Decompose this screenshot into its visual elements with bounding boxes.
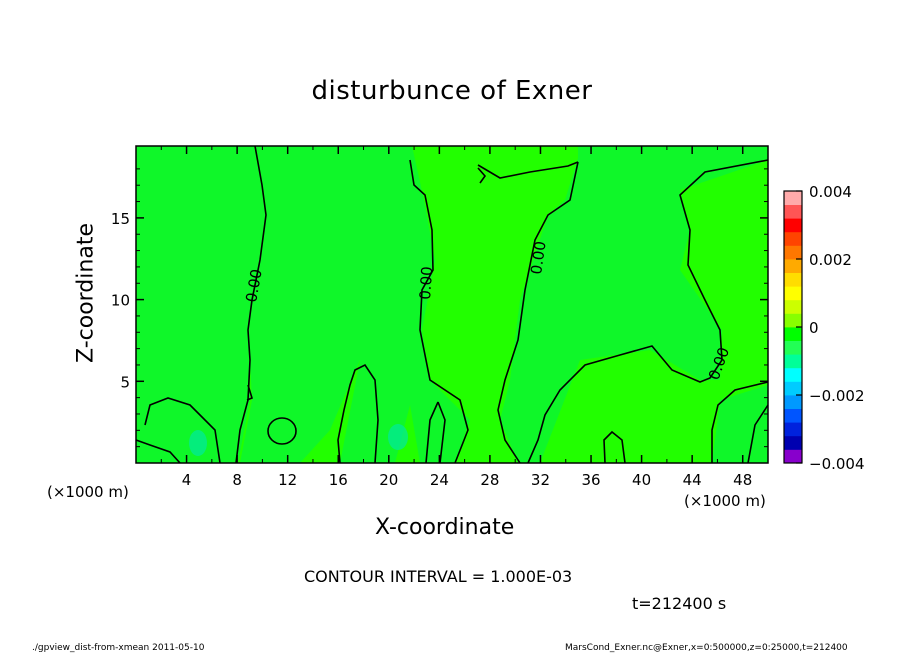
negative-blob-2: [388, 424, 408, 450]
contour-label-2: 0.00: [416, 266, 436, 301]
colorbar-swatch: [784, 299, 802, 314]
contour-line-11: [337, 363, 379, 464]
contour-line-10: [144, 397, 221, 464]
x-tick-label: 40: [632, 471, 651, 489]
colorbar-swatch: [784, 367, 802, 382]
colorbar-swatch: [784, 231, 802, 246]
contour-line-14: [246, 384, 253, 401]
contour-line-3: [425, 401, 446, 464]
x-tick-label: 36: [581, 471, 600, 489]
footer-left: ./gpview_dist-from-xmean 2011-05-10: [32, 643, 205, 653]
colorbar-swatch: [784, 449, 802, 464]
plot-frame: [135, 145, 769, 464]
contour-line-9: [135, 439, 181, 464]
colorbar-swatch: [784, 327, 802, 341]
colorbar-tick-label: −0.002: [809, 387, 865, 405]
contour-line-7: [711, 381, 769, 463]
time-label: t=212400 s: [632, 594, 727, 613]
contour-line-2: [409, 159, 469, 464]
colorbar-swatch: [784, 272, 802, 287]
colorbar-swatch: [784, 395, 802, 409]
contour-interval-label: CONTOUR INTERVAL = 1.000E-03: [304, 567, 573, 586]
contour-line-4: [477, 161, 579, 179]
colorbar-swatch: [784, 218, 802, 233]
x-tick-label: 8: [232, 471, 242, 489]
colorbar-swatch: [784, 354, 802, 369]
x-tick-label: 16: [329, 471, 348, 489]
x-tick-label: 4: [182, 471, 192, 489]
colorbar-tick-label: 0: [809, 319, 819, 337]
contour-line-8: [747, 404, 769, 464]
colorbar-swatch: [784, 435, 802, 450]
region-bottom-right-zero: [712, 385, 768, 463]
chart-title: disturbunce of Exner: [311, 76, 593, 106]
region-center-zero: [240, 146, 470, 463]
x-unit-label-right: (×1000 m): [684, 492, 766, 510]
colorbar-swatch: [784, 259, 802, 273]
colorbar-swatch: [784, 340, 802, 355]
y-tick-label: 10: [111, 292, 130, 310]
contour-label-3: 0.00: [527, 240, 549, 276]
colorbar-swatch: [784, 191, 802, 205]
contour-line-5: [497, 161, 579, 464]
x-tick-label: 24: [430, 471, 449, 489]
colorbar-swatch: [784, 422, 802, 437]
colorbar-tick-label: −0.004: [809, 455, 865, 473]
colorbar-swatch: [784, 381, 802, 396]
y-axis-label: Z-coordinate: [73, 223, 99, 363]
colorbar-swatch: [784, 313, 802, 328]
contour-lines: [135, 145, 769, 464]
y-tick-label: 5: [120, 373, 130, 391]
colorbar-swatch: [784, 408, 802, 423]
colorbar-swatch: [784, 204, 802, 219]
contour-loop-1: [267, 417, 297, 445]
negative-blob-1: [189, 430, 207, 456]
colorbar-tick-label: 0.002: [809, 251, 852, 269]
x-tick-label: 44: [683, 471, 702, 489]
colorbar-swatch: [784, 245, 802, 260]
x-tick-label: 28: [480, 471, 499, 489]
x-tick-label: 20: [379, 471, 398, 489]
region-left-zero: [136, 146, 266, 463]
x-tick-label: 12: [278, 471, 297, 489]
colorbar-swatch: [784, 286, 802, 301]
colorbar-tick-label: 0.004: [809, 183, 852, 201]
contour-line-1: [235, 145, 267, 464]
x-axis-label: X-coordinate: [375, 515, 515, 540]
contour-line-13: [477, 167, 487, 184]
contour-line-6: [527, 159, 769, 464]
colorbar: 0.004 0.002 0 −0.002 −0.004: [783, 183, 865, 473]
contour-label-1: 0.00: [242, 268, 266, 304]
x-tick-label: 32: [531, 471, 550, 489]
contour-line-12: [603, 430, 626, 464]
y-tick-label: 15: [111, 210, 130, 228]
x-tick-label: 48: [733, 471, 752, 489]
x-unit-label-left: (×1000 m): [47, 483, 129, 501]
footer-right: MarsCond_Exner.nc@Exner,x=0:500000,z=0:2…: [565, 643, 848, 653]
